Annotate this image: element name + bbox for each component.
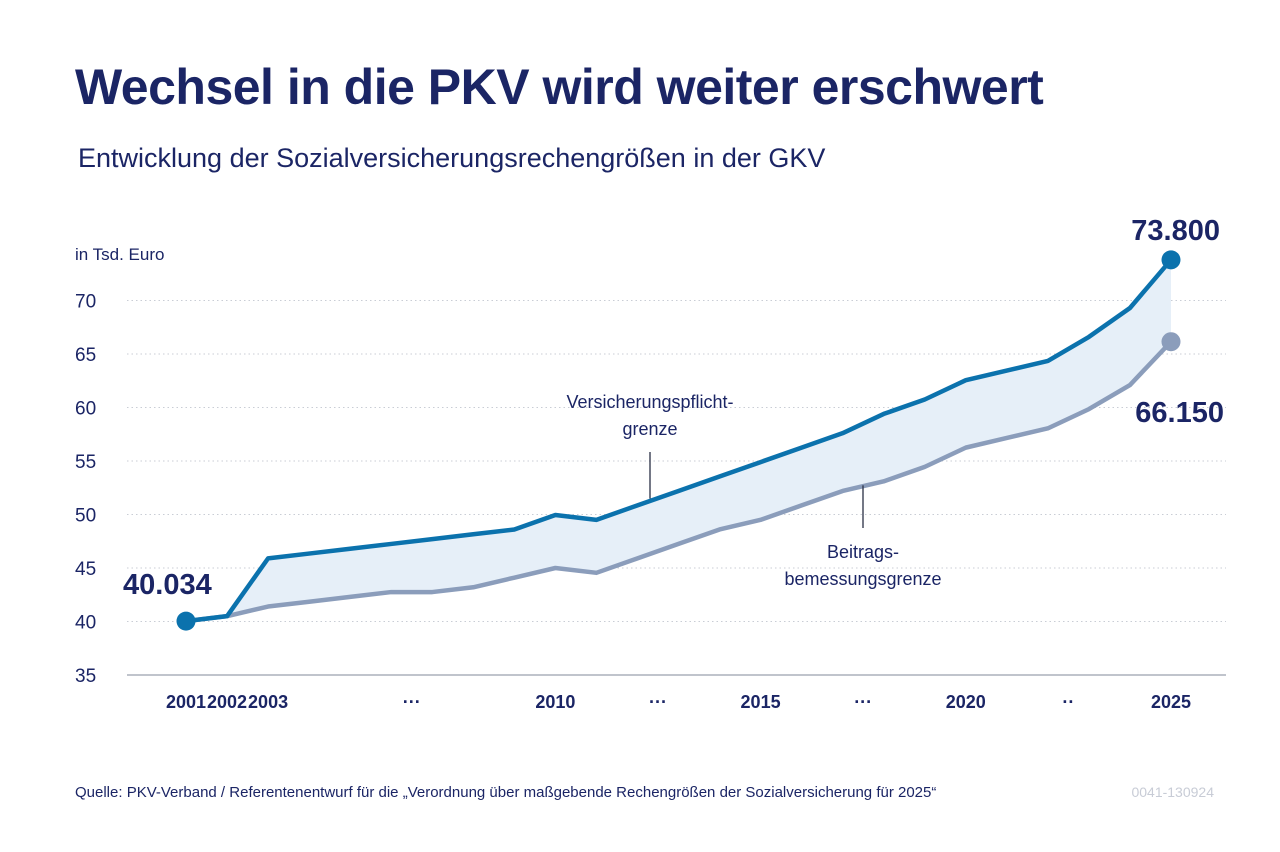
x-tick-label-1: 2002 — [207, 692, 247, 712]
y-axis-unit-label: in Tsd. Euro — [75, 245, 164, 264]
gap-area — [186, 259, 1171, 622]
x-tick-label-10: 2025 — [1151, 692, 1191, 712]
y-tick-label-70: 70 — [75, 292, 96, 313]
end-marker-versicherungspflichtgrenze — [1161, 250, 1181, 270]
series-line-versicherungspflichtgrenze — [185, 258, 1173, 624]
start-value-label: 40.034 — [123, 569, 212, 601]
end-value-label-versicherungspflichtgrenze: 73.800 — [1131, 215, 1220, 247]
x-tick-label-8: 2020 — [946, 692, 986, 712]
series-label-beitragsbemessungsgrenze-line-1: Beitrags- — [827, 542, 899, 562]
y-tick-label-35: 35 — [75, 666, 96, 687]
y-tick-label-45: 45 — [75, 559, 96, 580]
y-tick-label-55: 55 — [75, 452, 96, 473]
chart-code: 0041-130924 — [1131, 784, 1214, 800]
x-tick-label-7: ··· — [854, 692, 872, 712]
series-line-beitragsbemessungsgrenze — [185, 340, 1173, 624]
chart-subtitle: Entwicklung der Sozialversicherungsreche… — [78, 143, 826, 173]
series-label-versicherungspflichtgrenze-line-2: grenze — [622, 419, 677, 439]
x-tick-label-3: ··· — [403, 692, 421, 712]
x-tick-label-2: 2003 — [248, 692, 288, 712]
x-tick-label-6: 2015 — [741, 692, 781, 712]
x-tick-label-4: 2010 — [535, 692, 575, 712]
x-tick-label-9: ·· — [1062, 692, 1074, 712]
series-label-versicherungspflichtgrenze-line-1: Versicherungspflicht- — [566, 392, 733, 412]
y-tick-label-65: 65 — [75, 345, 96, 366]
source-note: Quelle: PKV-Verband / Referentenentwurf … — [75, 784, 937, 801]
y-tick-label-60: 60 — [75, 399, 96, 420]
chart-title: Wechsel in die PKV wird weiter erschwert — [75, 59, 1044, 115]
start-marker — [176, 611, 196, 631]
y-tick-label-40: 40 — [75, 613, 96, 634]
end-value-label-beitragsbemessungsgrenze: 66.150 — [1135, 397, 1224, 429]
x-tick-label-5: ··· — [649, 692, 667, 712]
end-marker-beitragsbemessungsgrenze — [1161, 332, 1181, 352]
y-tick-label-50: 50 — [75, 506, 96, 527]
x-tick-label-0: 2001 — [166, 692, 206, 712]
series-label-beitragsbemessungsgrenze-line-2: bemessungsgrenze — [784, 569, 941, 589]
